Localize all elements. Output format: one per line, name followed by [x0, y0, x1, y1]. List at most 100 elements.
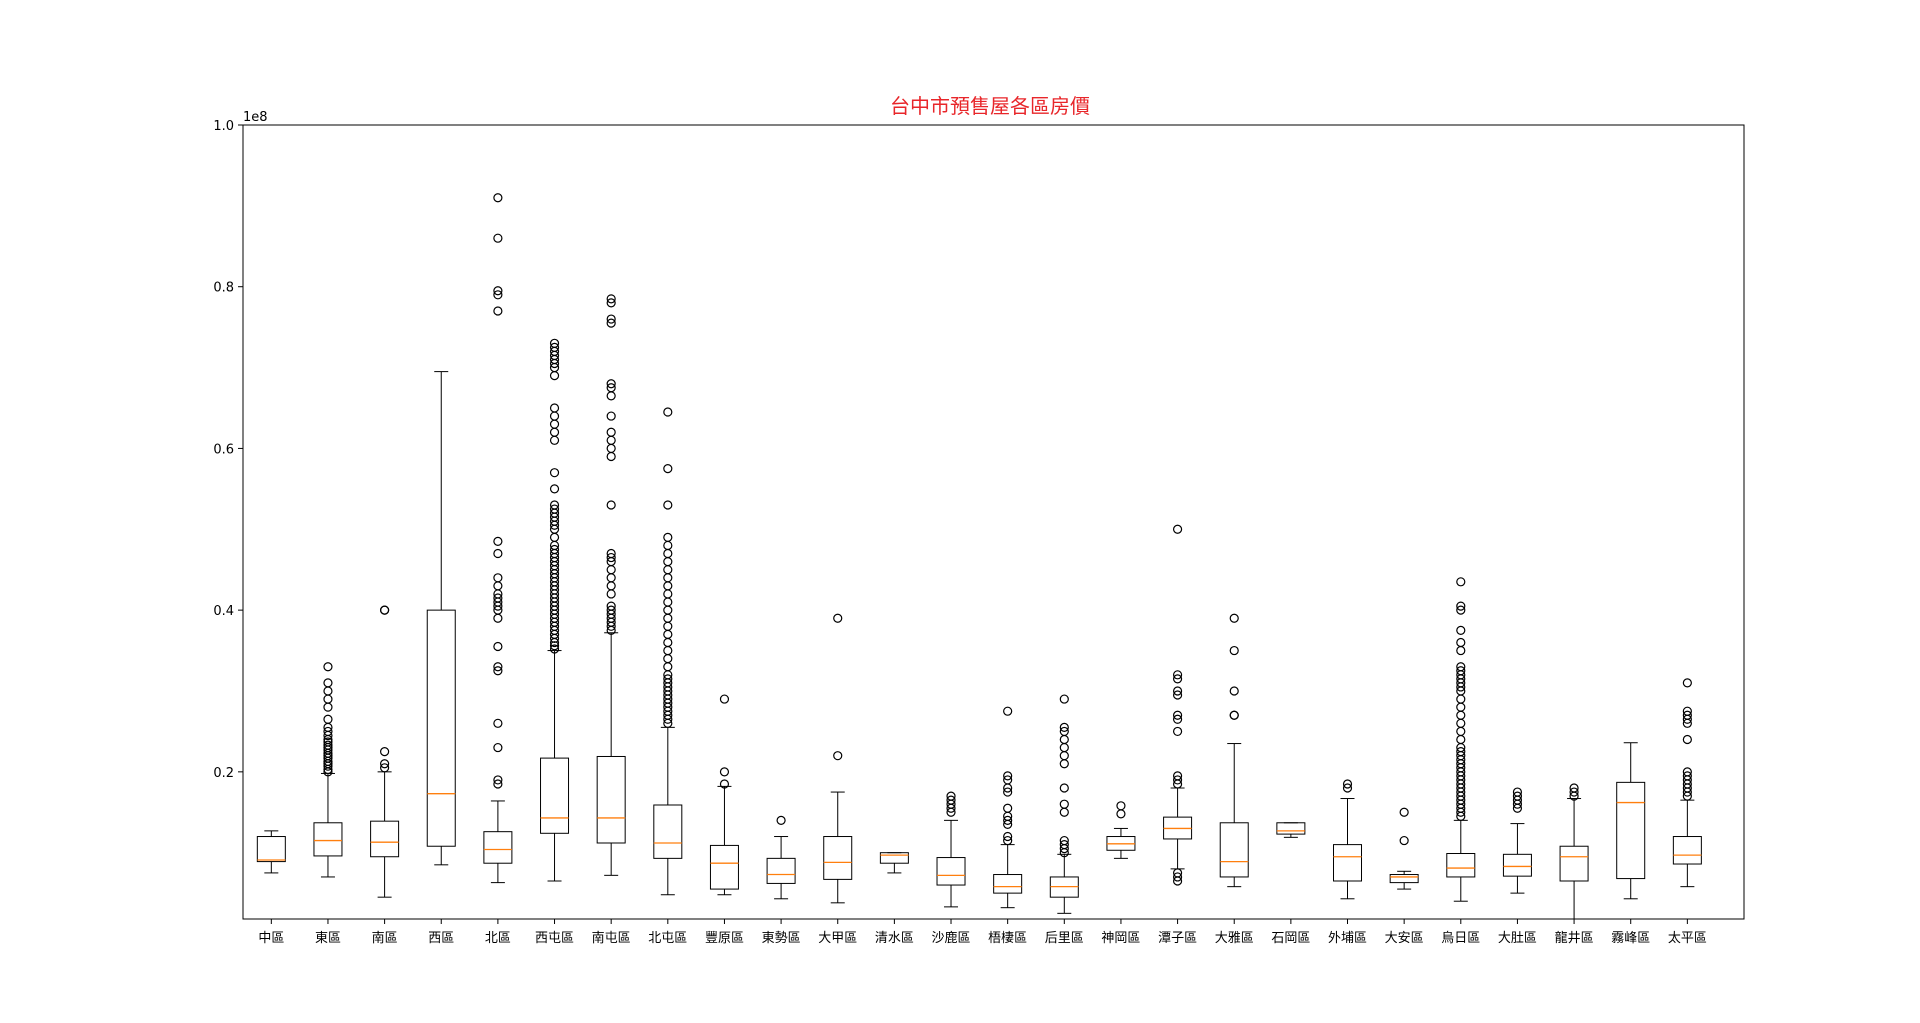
outlier-point — [946, 791, 956, 801]
outlier-point — [1172, 674, 1183, 684]
iqr-box — [1276, 822, 1306, 835]
y-axis-offset-label: 1e8 — [243, 110, 268, 125]
outlier-point — [1456, 666, 1466, 676]
box-東勢區 — [766, 815, 796, 900]
x-tick-label: 大肚區 — [1498, 931, 1537, 946]
outlier-point — [1059, 799, 1069, 809]
outlier-point — [323, 740, 333, 750]
box-烏日區 — [1446, 577, 1476, 902]
outlier-point — [1003, 771, 1013, 781]
box-豐原區 — [709, 694, 739, 896]
iqr-box — [313, 822, 343, 857]
x-tick-label: 西屯區 — [535, 931, 574, 946]
outlier-point — [1456, 605, 1466, 615]
outlier-point — [493, 718, 503, 728]
outlier-point — [323, 662, 333, 672]
box-大安區 — [1389, 807, 1419, 890]
x-tick-label: 太平區 — [1668, 931, 1707, 946]
y-tick-label: 0.8 — [213, 281, 234, 296]
outlier-point — [1059, 840, 1069, 850]
outlier-point — [1172, 771, 1183, 781]
iqr-box — [1616, 781, 1646, 880]
outlier-point — [663, 464, 673, 474]
box-神岡區 — [1106, 801, 1136, 859]
x-tick-label: 梧棲區 — [988, 931, 1027, 946]
iqr-box — [596, 755, 626, 844]
outlier-point — [606, 411, 616, 421]
x-tick-label: 后里區 — [1045, 931, 1084, 946]
iqr-box — [1389, 874, 1419, 884]
outlier-point — [1682, 767, 1692, 777]
outlier-point — [1059, 694, 1069, 704]
iqr-box — [1219, 822, 1249, 878]
chart-title: 台中市預售屋各區房價 — [890, 94, 1090, 118]
x-tick-label: 豐原區 — [705, 931, 744, 946]
outlier-point — [1682, 678, 1692, 688]
outlier-point — [493, 536, 503, 547]
outlier-point — [606, 427, 616, 437]
iqr-box — [426, 609, 456, 847]
outlier-point — [1116, 801, 1126, 811]
outlier-point — [1059, 835, 1069, 846]
outlier-point — [1456, 577, 1466, 587]
x-tick-label: 大甲區 — [818, 931, 857, 946]
box-大雅區 — [1219, 613, 1249, 888]
x-tick-label: 南屯區 — [592, 930, 631, 946]
outlier-point — [549, 342, 560, 352]
outlier-point — [1512, 791, 1523, 801]
outlier-point — [493, 306, 503, 316]
x-tick-label: 北屯區 — [648, 931, 687, 946]
iqr-box — [1672, 836, 1702, 865]
x-axis: 中區 東區 南區 西區 北區 西屯區 南屯區 北屯區 豐原區 東勢區 大甲區 清水區 沙鹿區 梧棲區 后里區… — [258, 919, 1707, 946]
outlier-point — [1399, 807, 1409, 817]
outlier-point — [1229, 686, 1239, 696]
box-外埔區 — [1333, 779, 1363, 900]
outlier-point — [1682, 771, 1692, 781]
iqr-box — [766, 857, 796, 884]
outlier-point — [606, 548, 616, 559]
outlier-point — [1229, 613, 1239, 623]
outlier-point — [1456, 637, 1466, 648]
outlier-point — [549, 644, 560, 654]
box-大肚區 — [1502, 787, 1532, 894]
x-tick-label: 石岡區 — [1271, 931, 1310, 946]
outlier-point — [1003, 831, 1013, 842]
outlier-point — [549, 403, 560, 413]
outlier-point — [380, 747, 390, 757]
x-tick-label: 龍井區 — [1555, 930, 1594, 946]
outlier-point — [549, 468, 560, 478]
outlier-point — [1003, 787, 1013, 797]
x-tick-label: 大安區 — [1385, 931, 1424, 946]
outlier-point — [606, 601, 616, 611]
outlier-point — [493, 662, 503, 672]
y-axis: 0.2 0.4 0.6 0.8 1.0 — [213, 119, 243, 781]
x-tick-label: 外埔區 — [1328, 931, 1367, 946]
outlier-point — [606, 500, 616, 510]
outlier-point — [606, 294, 616, 304]
x-tick-label: 西區 — [428, 931, 454, 946]
x-tick-label: 神岡區 — [1101, 931, 1140, 946]
outlier-point — [1569, 783, 1579, 793]
outlier-point — [719, 779, 730, 789]
iqr-box — [653, 804, 683, 859]
x-tick-label: 清水區 — [875, 931, 914, 946]
outlier-point — [1342, 783, 1353, 793]
outlier-point — [663, 674, 673, 684]
x-tick-label: 東區 — [315, 930, 341, 946]
iqr-box — [256, 836, 286, 863]
outlier-point — [606, 314, 616, 324]
outlier-point — [323, 726, 333, 737]
box-霧峰區 — [1616, 742, 1646, 900]
outlier-point — [833, 613, 843, 623]
outlier-point — [549, 500, 560, 510]
outlier-point — [1059, 722, 1069, 732]
outlier-point — [1172, 670, 1183, 680]
outlier-point — [493, 593, 503, 603]
y-tick-label: 0.6 — [213, 442, 234, 457]
outlier-point — [1512, 787, 1523, 797]
y-tick-label: 1.0 — [213, 119, 234, 134]
outlier-point — [1682, 706, 1692, 716]
iqr-box — [483, 831, 513, 864]
